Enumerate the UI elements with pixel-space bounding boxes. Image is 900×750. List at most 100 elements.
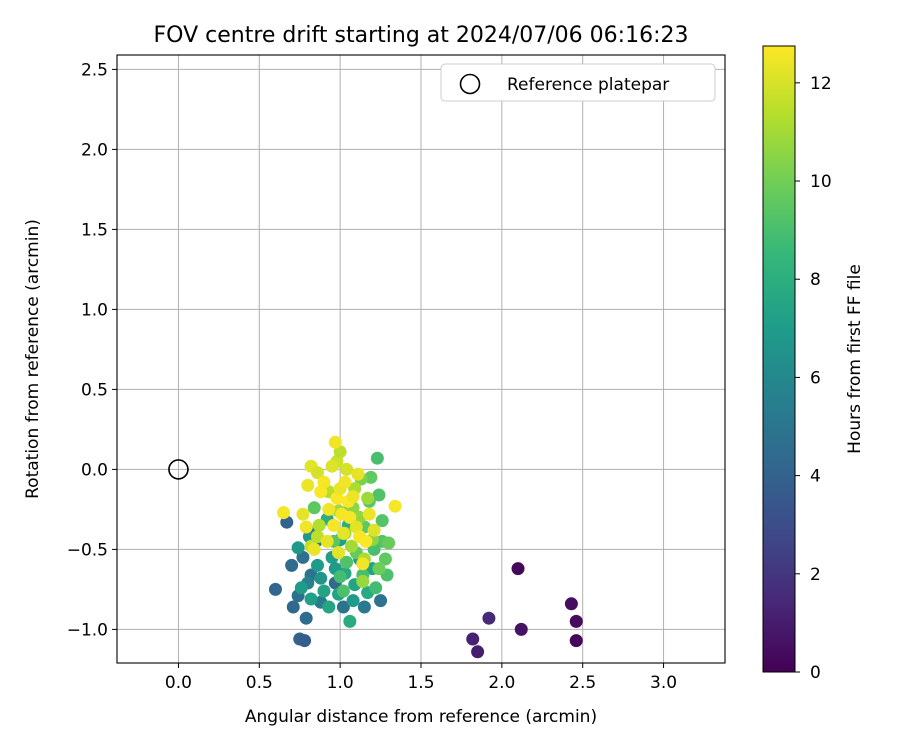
data-point <box>307 501 321 515</box>
y-tick-label: 2.0 <box>81 140 108 160</box>
data-point <box>311 558 325 572</box>
data-point <box>356 557 370 571</box>
y-tick-label: −1.0 <box>67 620 108 640</box>
data-point <box>322 502 336 516</box>
data-point <box>307 542 321 556</box>
grid <box>117 55 725 663</box>
data-point <box>314 571 328 585</box>
data-point <box>322 600 336 614</box>
chart-title: FOV centre drift starting at 2024/07/06 … <box>154 23 689 48</box>
data-point <box>304 592 318 606</box>
colorbar: 0 2 4 6 8 10 12 Hours from first FF file <box>762 45 865 683</box>
data-point <box>346 490 360 504</box>
colorbar-label: Hours from first FF file <box>845 264 865 454</box>
data-point <box>311 530 325 544</box>
colorbar-tick-label: 0 <box>810 663 821 683</box>
data-point <box>299 520 313 534</box>
legend-open-circle-marker <box>459 73 481 95</box>
colorbar-tick-label: 2 <box>810 565 821 585</box>
data-point <box>378 552 392 566</box>
data-point <box>317 584 331 598</box>
data-point <box>332 546 346 560</box>
x-tick-label: 3.0 <box>650 673 677 693</box>
data-point <box>311 466 325 480</box>
data-point <box>359 534 373 548</box>
data-point <box>375 514 389 528</box>
x-tick-label: 0.0 <box>165 673 192 693</box>
y-axis-label: Rotation from reference (arcmin) <box>23 219 43 499</box>
legend: Reference platepar <box>440 63 716 102</box>
scatter-points <box>268 435 583 659</box>
data-point <box>382 536 396 550</box>
colorbar-tick-label: 10 <box>810 172 832 192</box>
y-tick-label: 1.5 <box>81 220 108 240</box>
data-point <box>340 555 354 569</box>
y-tick-label: 0.0 <box>81 460 108 480</box>
data-point <box>301 478 315 492</box>
y-tick-label: 0.5 <box>81 380 108 400</box>
data-point <box>361 491 375 505</box>
y-tick-label: 2.5 <box>81 60 108 80</box>
data-point <box>328 435 342 449</box>
data-point <box>369 581 383 595</box>
data-point <box>333 570 347 584</box>
data-point <box>370 451 384 465</box>
legend-entry-label: Reference platepar <box>507 75 669 95</box>
x-tick-label: 1.5 <box>407 673 434 693</box>
data-point <box>357 600 371 614</box>
x-axis-ticks: 0.0 0.5 1.0 1.5 2.0 2.5 3.0 <box>165 663 677 693</box>
y-tick-label: −0.5 <box>67 540 108 560</box>
data-point <box>312 518 326 532</box>
data-point <box>325 459 339 473</box>
data-point <box>299 611 313 625</box>
data-point <box>514 622 528 636</box>
data-point <box>367 523 381 537</box>
x-axis-label: Angular distance from reference (arcmin) <box>245 707 597 727</box>
data-point <box>338 475 352 489</box>
data-point <box>569 634 583 648</box>
x-tick-label: 1.0 <box>327 673 354 693</box>
data-point <box>336 526 350 540</box>
data-point <box>511 562 525 576</box>
data-point <box>344 539 358 553</box>
data-point <box>285 558 299 572</box>
x-tick-label: 2.0 <box>488 673 515 693</box>
data-point <box>343 614 357 628</box>
data-point <box>296 507 310 521</box>
data-point <box>351 467 365 481</box>
data-point <box>362 507 376 521</box>
data-point <box>298 634 312 648</box>
data-point <box>471 645 485 659</box>
data-point <box>569 614 583 628</box>
colorbar-tick-label: 4 <box>810 467 821 487</box>
data-point <box>364 470 378 484</box>
colorbar-tick-label: 6 <box>810 368 821 388</box>
y-axis-ticks: −1.0 −0.5 0.0 0.5 1.0 1.5 2.0 2.5 <box>67 60 117 640</box>
data-point <box>482 611 496 625</box>
colorbar-gradient <box>762 45 796 673</box>
data-point <box>343 510 357 524</box>
x-tick-label: 2.5 <box>569 673 596 693</box>
data-point <box>317 475 331 489</box>
data-point <box>367 542 381 556</box>
data-point <box>564 597 578 611</box>
data-point <box>356 574 370 588</box>
data-point <box>286 600 300 614</box>
colorbar-tick-label: 8 <box>810 270 821 290</box>
data-point <box>320 534 334 548</box>
data-point <box>336 600 350 614</box>
data-point <box>327 518 341 532</box>
data-point <box>374 594 388 608</box>
data-point <box>372 562 386 576</box>
y-tick-label: 1.0 <box>81 300 108 320</box>
colorbar-ticks: 0 2 4 6 8 10 12 <box>795 74 832 683</box>
plot-area: 0.0 0.5 1.0 1.5 2.0 2.5 3.0 −1.0 −0.5 0.0 0.5 1.0 1… <box>67 54 726 693</box>
x-tick-label: 0.5 <box>246 673 273 693</box>
legend-box <box>440 63 716 102</box>
data-point <box>372 488 386 502</box>
data-point <box>296 550 310 564</box>
data-point <box>336 584 350 598</box>
data-point <box>388 499 402 513</box>
reference-marker <box>168 459 189 480</box>
